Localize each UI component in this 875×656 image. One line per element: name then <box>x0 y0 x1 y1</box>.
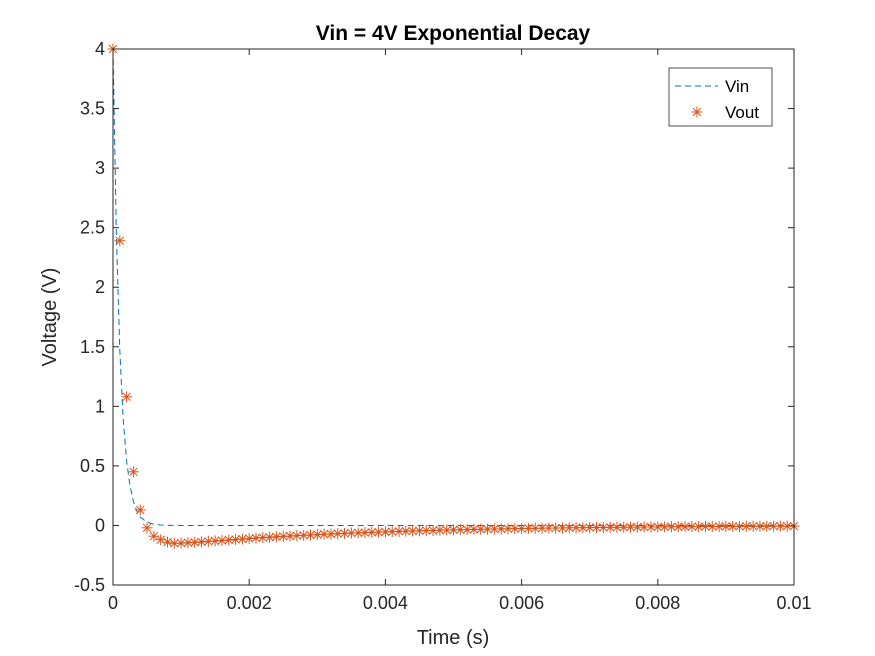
y-tick-label: 2.5 <box>80 218 105 238</box>
vout-point <box>134 504 146 516</box>
vout-point <box>332 528 344 540</box>
vout-point <box>257 532 269 544</box>
y-tick-label: 1.5 <box>80 337 105 357</box>
vout-point <box>223 534 235 546</box>
vout-point <box>584 522 596 534</box>
legend-vout-marker <box>691 106 703 118</box>
vout-point <box>529 522 541 534</box>
legend-vin-label: Vin <box>725 77 749 96</box>
vout-point <box>727 520 739 532</box>
vout-point <box>611 521 623 533</box>
vout-point <box>407 525 419 537</box>
vout-point <box>359 527 371 539</box>
vout-point <box>121 391 133 403</box>
vout-point <box>448 524 459 536</box>
y-tick-label: 3.5 <box>80 99 105 119</box>
vout-point <box>400 525 412 537</box>
x-tick-label: 0.008 <box>635 593 680 613</box>
x-tick-label: 0 <box>108 593 118 613</box>
vout-point <box>420 525 432 537</box>
vout-point <box>148 530 160 542</box>
vout-point <box>161 536 173 548</box>
series-vin <box>112 48 794 526</box>
vout-point <box>284 530 296 542</box>
vin-line <box>112 48 794 526</box>
x-axis-label: Time (s) <box>417 627 490 649</box>
legend-vout-label: Vout <box>725 103 759 122</box>
vout-point <box>645 521 657 533</box>
vout-point <box>311 529 323 541</box>
vout-point <box>196 536 208 548</box>
chart-title: Vin = 4V Exponential Decay <box>316 22 591 45</box>
vout-point <box>502 523 514 535</box>
vout-point <box>454 524 466 536</box>
plot-area <box>113 49 794 585</box>
x-tick-label: 0.006 <box>499 593 544 613</box>
legend-box <box>668 67 773 127</box>
vout-point <box>706 521 718 533</box>
y-tick-label: 1 <box>95 396 105 416</box>
y-tick-label: 0 <box>95 515 105 535</box>
legend: Vin Vout <box>668 67 773 127</box>
legend-vout-asterisk <box>691 106 703 118</box>
vout-point <box>114 235 126 247</box>
vout-point <box>665 521 677 533</box>
vout-point <box>250 532 262 544</box>
vout-point <box>127 466 139 478</box>
axes-box <box>112 48 795 586</box>
vout-point <box>522 522 534 534</box>
x-tick-label: 0.004 <box>363 593 408 613</box>
y-tick-label: 2 <box>95 277 105 297</box>
vout-point <box>393 525 405 537</box>
x-tick-label: 0.002 <box>227 593 272 613</box>
vout-point <box>277 530 289 542</box>
y-tick-label: 4 <box>95 39 105 59</box>
x-tick-label: 0.01 <box>776 593 811 613</box>
tick-labels: 0 0.002 0.004 0.006 0.008 0.01-0.500.511.522.… <box>74 39 812 613</box>
vout-point <box>461 524 473 536</box>
series-vout <box>107 43 800 549</box>
y-tick-label: -0.5 <box>74 575 105 595</box>
y-axis-label: Voltage (V) <box>39 268 61 367</box>
vout-point <box>141 522 153 534</box>
vout-point <box>325 528 337 540</box>
vout-point <box>413 525 425 537</box>
y-tick-label: 0.5 <box>80 456 105 476</box>
vout-point <box>577 522 589 534</box>
y-tick-label: 3 <box>95 158 105 178</box>
vout-point <box>754 520 766 532</box>
